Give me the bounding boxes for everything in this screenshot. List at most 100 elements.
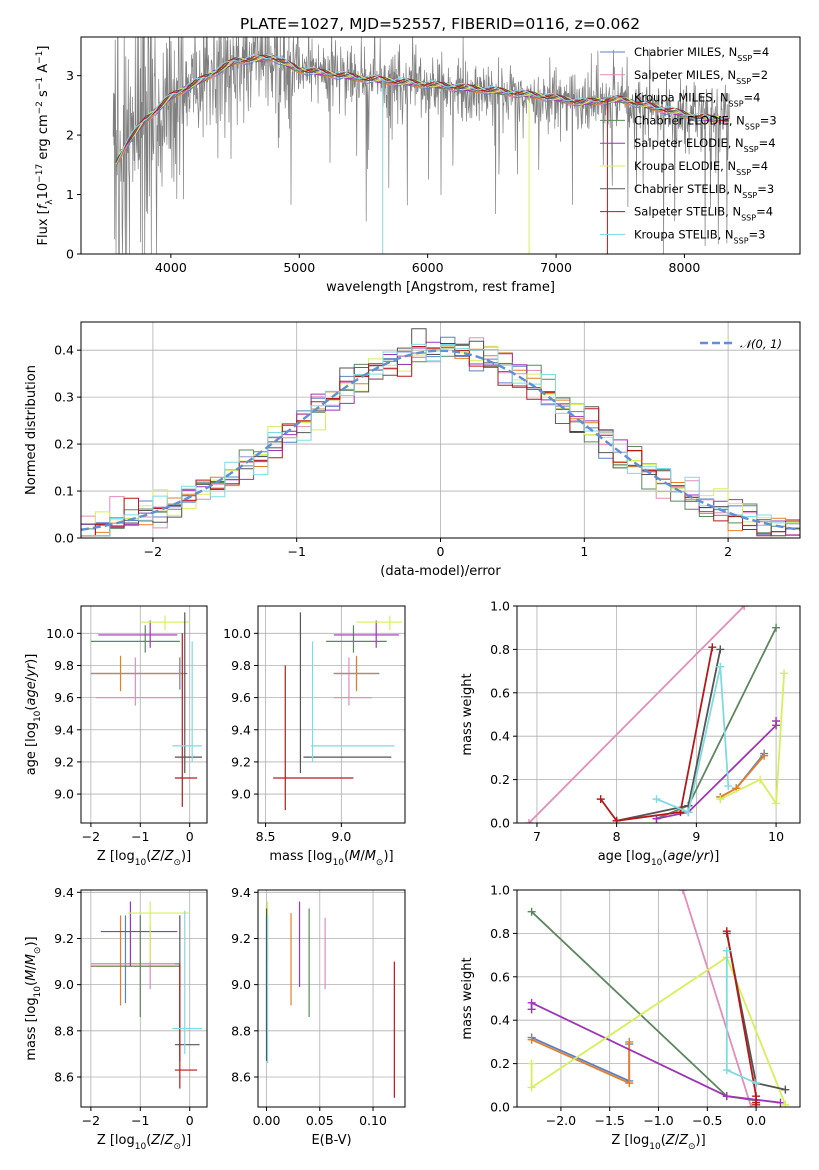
- y-tick-label: 3: [66, 68, 74, 83]
- plot-area: [273, 612, 402, 811]
- point-kroupa-miles: [90, 655, 185, 692]
- weight-marker: [678, 890, 687, 894]
- y-tick-label: 0.6: [490, 685, 510, 700]
- weight-marker: [527, 1035, 536, 1044]
- y-tick-label: 9.2: [54, 931, 74, 946]
- x-axis-label: mass [log10(M/M⊙)]: [269, 849, 393, 868]
- x-tick-label: 2: [724, 544, 732, 559]
- grid: [81, 890, 207, 1107]
- x-tick-label: 0.10: [359, 1113, 387, 1128]
- y-axis-label: Flux [fλ10−17 erg cm−2 s−1 A−1]: [35, 46, 55, 246]
- point-kroupa-elodie: [127, 901, 190, 962]
- point-kroupa-miles: [90, 915, 180, 1006]
- series-salpeter-miles: [678, 890, 756, 1107]
- weight-marker: [612, 816, 621, 823]
- plot-area: [81, 328, 800, 538]
- y-tick-label: 0.3: [54, 390, 74, 405]
- weight-marker: [722, 1066, 731, 1075]
- legend-label: 𝒩(0, 1): [740, 337, 782, 351]
- y-tick-label: 9.4: [54, 722, 74, 737]
- panel-age-vs-Z: −2 −1 0 9.0 9.2 9.4 9.6 9.8 10.0 Z [log10(Z/Z⊙)] a…: [24, 605, 208, 868]
- axes: 0.00 0.05 0.10 8.6 8.8 9.0 9.2 9.4: [231, 885, 406, 1128]
- y-tick-label: 0.1: [54, 484, 74, 499]
- point-kroupa-elodie: [356, 615, 402, 631]
- weight-marker: [781, 1100, 790, 1107]
- x-tick-label: −2.0: [546, 1113, 576, 1128]
- x-tick-label: 0.05: [306, 1113, 334, 1128]
- y-tick-label: 8.6: [231, 1069, 251, 1084]
- weight-marker: [740, 606, 749, 610]
- x-tick-label: −0.5: [692, 1113, 722, 1128]
- axes-frame: [80, 605, 208, 824]
- y-tick-label: 8.8: [231, 1023, 251, 1038]
- x-tick-label: −1: [131, 1113, 149, 1128]
- point-salpeter-stelib: [273, 665, 354, 811]
- plot-area: [524, 606, 789, 823]
- point-chabrier-elodie: [90, 915, 180, 1017]
- point-kroupa-elodie: [140, 615, 190, 631]
- y-tick-label: 9.4: [231, 885, 251, 900]
- weight-marker: [752, 1079, 761, 1088]
- y-axis-label: mass [log10(M/M⊙)]: [24, 936, 43, 1060]
- weight-marker: [722, 927, 731, 936]
- y-tick-label: 9.4: [54, 885, 74, 900]
- series-kroupa-elodie: [716, 669, 789, 808]
- weight-line: [530, 955, 787, 1106]
- x-tick-label: 1: [580, 544, 588, 559]
- legend: Chabrier MILES, NSSP=4 Salpeter MILES, NS…: [600, 45, 777, 245]
- y-tick-label: 0.8: [490, 926, 510, 941]
- weight-line: [599, 647, 714, 822]
- weight-marker: [527, 1083, 536, 1092]
- x-tick-label: −1.0: [643, 1113, 673, 1128]
- y-tick-label: 9.8: [54, 658, 74, 673]
- series-salpeter-miles: [524, 606, 749, 823]
- point-kroupa-miles: [333, 655, 380, 692]
- weight-marker: [652, 795, 661, 804]
- point-chabrier-elodie: [326, 625, 387, 653]
- x-axis-label: Z [log10(Z/Z⊙)]: [97, 1133, 191, 1152]
- x-tick-label: 5000: [283, 260, 315, 275]
- y-tick-label: 9.2: [231, 931, 251, 946]
- point-salpeter-miles: [90, 926, 175, 990]
- y-axis-label: age [log10(age/yr)]: [24, 654, 43, 776]
- weight-marker: [756, 775, 765, 784]
- weight-line: [656, 666, 730, 814]
- weight-line: [528, 606, 745, 823]
- y-tick-label: 8.8: [54, 1023, 74, 1038]
- panel-weight-vs-Z: −2.0 −1.5 −1.0 −0.5 0.0 0.0 0.2 0.4 0.6 0.8 1.0 Z […: [460, 883, 801, 1152]
- weight-line: [531, 1036, 631, 1083]
- weight-marker: [772, 799, 781, 808]
- legend: 𝒩(0, 1): [700, 337, 782, 351]
- y-tick-label: 9.4: [231, 722, 251, 737]
- panel-residuals: −2 −1 0 1 2 0.0 0.1 0.2 0.3 0.4 (data-model)/error…: [24, 321, 801, 579]
- x-tick-label: 0: [437, 544, 445, 559]
- weight-line: [531, 1038, 631, 1085]
- series-kroupa-miles: [527, 1035, 634, 1088]
- y-tick-label: 0.2: [490, 772, 510, 787]
- point-chabrier-stelib: [299, 612, 392, 774]
- y-axis-label: mass weight: [460, 957, 475, 1039]
- x-tick-label: 6000: [412, 260, 444, 275]
- weight-marker: [527, 998, 536, 1007]
- weight-marker: [716, 795, 725, 804]
- y-tick-label: 9.6: [54, 690, 74, 705]
- x-tick-label: −2: [82, 829, 100, 844]
- y-tick-label: 10.0: [46, 626, 74, 641]
- normal-curve: [81, 349, 800, 531]
- y-tick-label: 0.8: [490, 642, 510, 657]
- point-salpeter-stelib: [174, 963, 198, 1089]
- y-tick-label: 0.0: [490, 816, 510, 831]
- axes: 4000 5000 6000 7000 8000 0 1 2 3: [66, 36, 801, 275]
- legend-label: Chabrier STELIB, NSSP=3: [634, 182, 774, 200]
- point-salpeter-miles: [333, 657, 372, 706]
- series-chabrier-elodie: [527, 907, 761, 1105]
- y-axis-label: mass weight: [460, 673, 475, 755]
- y-tick-label: 9.0: [231, 787, 251, 802]
- axes: −2 −1 0 8.6 8.8 9.0 9.2 9.4: [54, 885, 208, 1128]
- weight-line: [656, 721, 777, 820]
- x-tick-label: 0: [186, 829, 194, 844]
- point-salpeter-elodie: [333, 620, 399, 648]
- legend-label: Salpeter ELODIE, NSSP=4: [634, 136, 776, 154]
- y-axis-label: Normed distribution: [24, 365, 39, 495]
- legend-label: Chabrier ELODIE, NSSP=3: [634, 113, 777, 130]
